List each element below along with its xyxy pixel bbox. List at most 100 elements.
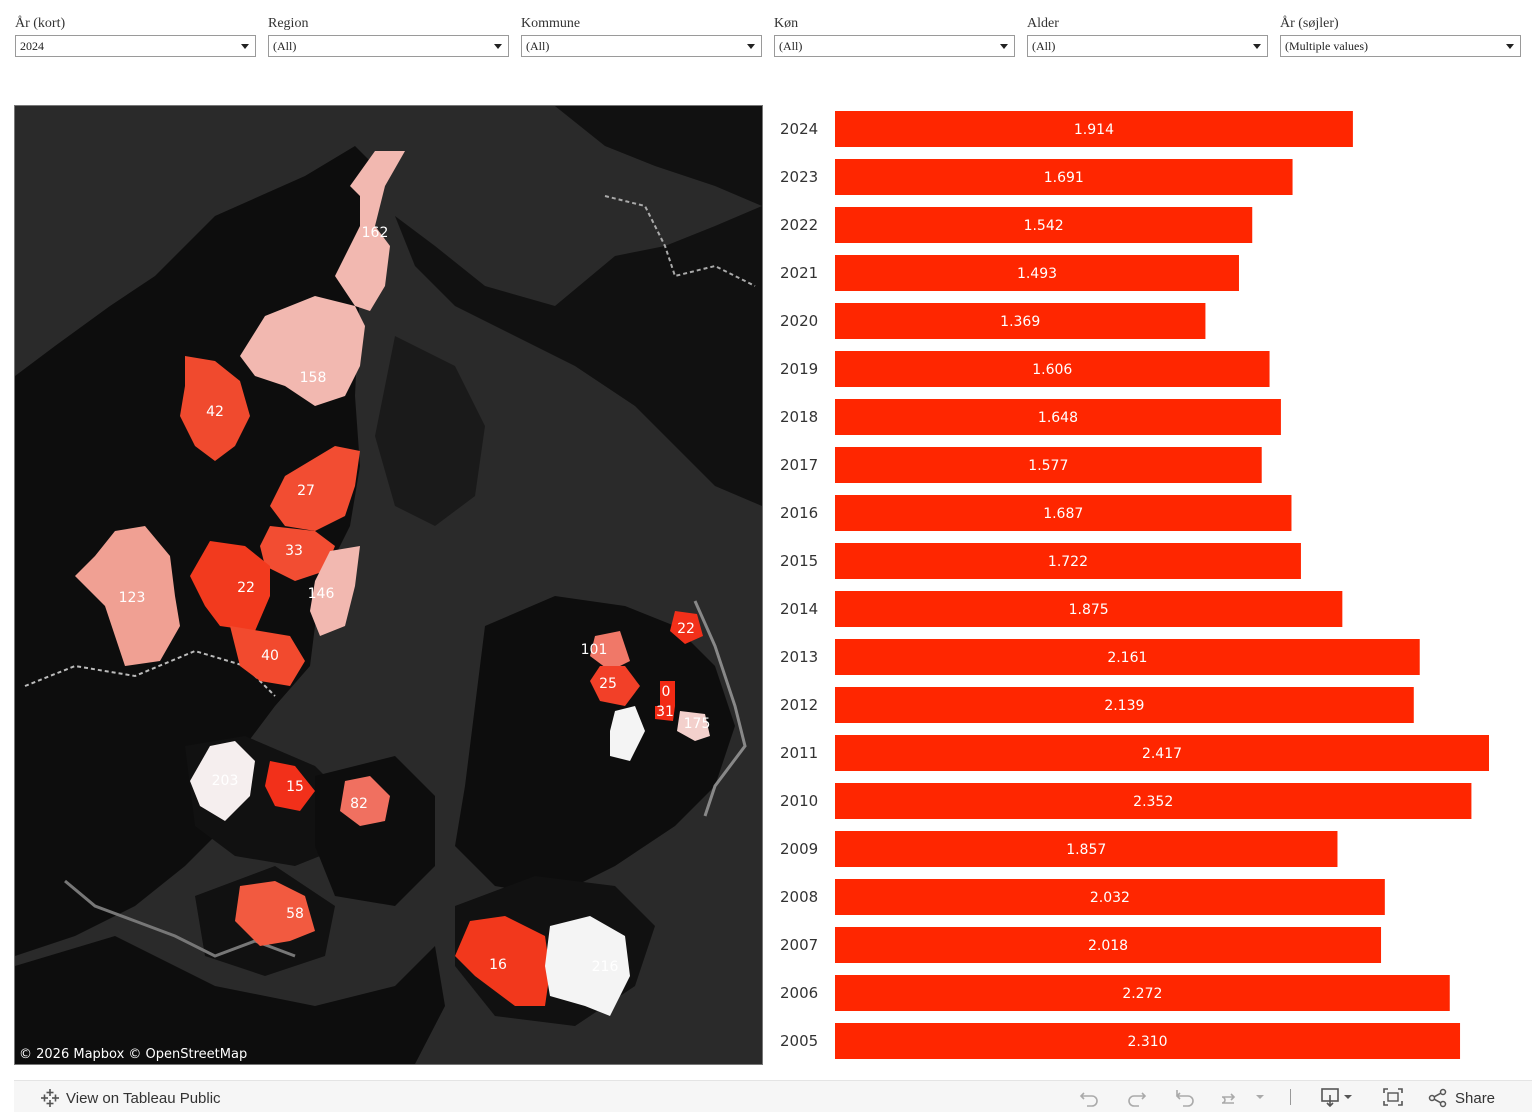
map-label: 175 [684,716,711,732]
bar-value-label: 1.493 [1017,266,1057,282]
municipality-region[interactable] [180,356,250,461]
municipality-region[interactable] [670,611,703,644]
year-bars-dropdown[interactable]: (Multiple values) [1280,35,1521,57]
year-axis-label: 2011 [780,744,818,762]
filter-gender: Køn (All) [774,15,1015,57]
year-axis-label: 2020 [780,312,818,330]
bar-2014[interactable] [835,591,1343,627]
bar-value-label: 2.352 [1133,794,1173,810]
bar-2023[interactable] [835,159,1293,195]
bar-value-label: 1.875 [1069,602,1109,618]
fullscreen-icon[interactable] [1382,1087,1404,1107]
bar-2019[interactable] [835,351,1270,387]
map-canvas: 162 158 42 27 33 146 123 22 40 203 15 82… [15,106,762,1064]
municipality-region[interactable] [455,916,550,1006]
denmark-map[interactable]: 162 158 42 27 33 146 123 22 40 203 15 82… [14,105,763,1065]
bar-2020[interactable] [835,303,1206,339]
revert-icon[interactable] [1174,1087,1196,1107]
map-label: 82 [350,796,368,812]
year-axis-label: 2015 [780,552,818,570]
map-attribution[interactable]: © 2026 Mapbox © OpenStreetMap [19,1047,248,1062]
filter-label: Alder [1027,16,1059,31]
filter-label: År (kort) [15,16,66,31]
municipality-region[interactable] [230,626,305,686]
bar-value-label: 2.310 [1127,1034,1167,1050]
year-axis-label: 2007 [780,936,818,954]
year-axis-label: 2018 [780,408,818,426]
bar-2018[interactable] [835,399,1281,435]
toolbar-divider [1290,1089,1291,1105]
bar-2013[interactable] [835,639,1420,675]
bar-2024[interactable] [835,111,1353,147]
municipality-region[interactable] [310,546,360,636]
year-map-dropdown[interactable]: 2024 [15,35,256,57]
chevron-down-icon [1506,44,1514,49]
municipality-region[interactable] [340,776,390,826]
bar-2021[interactable] [835,255,1239,291]
refresh-icon[interactable] [1218,1087,1240,1107]
bar-value-label: 1.542 [1024,218,1064,234]
undo-icon[interactable] [1078,1087,1100,1107]
bar-value-label: 1.914 [1074,122,1114,138]
municipality-region[interactable] [265,761,315,811]
municipality-region[interactable] [235,881,315,946]
year-axis-label: 2006 [780,984,818,1002]
map-label: 216 [592,959,619,975]
municipality-region[interactable] [240,296,365,406]
bar-2012[interactable] [835,687,1414,723]
dropdown-value: (All) [1032,39,1056,53]
bar-2007[interactable] [835,927,1382,963]
download-icon[interactable] [1320,1087,1354,1107]
bar-value-label: 1.857 [1066,842,1106,858]
bar-2022[interactable] [835,207,1253,243]
tableau-logo-icon [41,1089,59,1107]
bar-value-label: 1.648 [1038,410,1078,426]
region-dropdown[interactable]: (All) [268,35,509,57]
map-label: 42 [206,404,224,420]
gender-dropdown[interactable]: (All) [774,35,1015,57]
map-label: 16 [489,957,507,973]
municipality-region[interactable] [270,446,360,531]
share-button[interactable]: Share [1428,1088,1495,1108]
chevron-down-icon [494,44,502,49]
map-label: 27 [297,483,315,499]
municipality-region[interactable] [335,151,405,311]
bar-2006[interactable] [835,975,1450,1011]
year-axis-label: 2014 [780,600,818,618]
kommune-dropdown[interactable]: (All) [521,35,762,57]
municipality-region[interactable] [677,711,710,741]
municipality-region[interactable] [260,526,335,581]
map-label: 22 [237,580,255,596]
municipality-region[interactable] [190,541,270,631]
bar-2010[interactable] [835,783,1472,819]
bar-value-label: 1.687 [1043,506,1083,522]
municipality-region[interactable] [590,631,630,671]
municipality-region[interactable] [545,916,630,1016]
bar-2009[interactable] [835,831,1338,867]
chevron-down-icon [241,44,249,49]
redo-icon[interactable] [1126,1087,1148,1107]
chevron-down-icon[interactable] [1254,1087,1266,1107]
year-axis-label: 2021 [780,264,818,282]
bar-2015[interactable] [835,543,1301,579]
municipality-region[interactable] [655,706,675,721]
bar-2017[interactable] [835,447,1262,483]
bar-2011[interactable] [835,735,1489,771]
map-label: 22 [677,621,695,637]
filter-age: Alder (All) [1027,15,1268,57]
municipality-region[interactable] [590,666,640,706]
map-label: 58 [286,906,304,922]
bar-chart-canvas: 2024 1.914 2023 1.691 2022 1.542 2021 1.493 2020… [780,111,1489,1059]
bar-2016[interactable] [835,495,1292,531]
municipality-region[interactable] [660,681,675,706]
bar-2008[interactable] [835,879,1385,915]
age-dropdown[interactable]: (All) [1027,35,1268,57]
bar-2005[interactable] [835,1023,1461,1059]
municipality-region[interactable] [610,706,645,761]
share-icon [1428,1088,1447,1108]
year-axis-label: 2005 [780,1032,818,1050]
municipality-region[interactable] [75,526,180,666]
view-on-tableau-link[interactable]: View on Tableau Public [40,1088,221,1108]
municipality-region[interactable] [190,741,255,821]
dropdown-value: 2024 [20,39,44,53]
